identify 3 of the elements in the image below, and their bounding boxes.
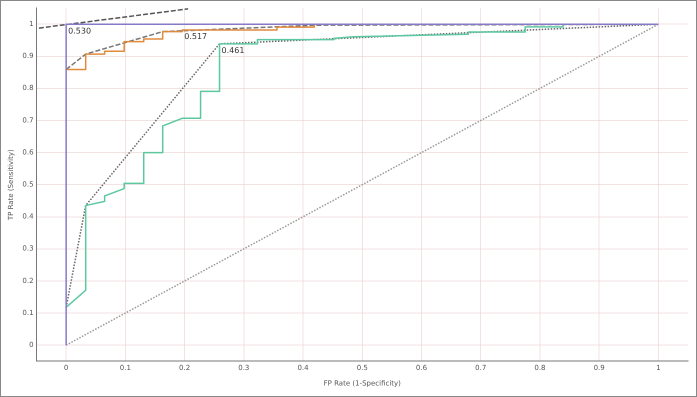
annotation: 0.461 [222, 46, 244, 55]
annotation: 0.517 [184, 32, 208, 42]
annotation: 0.530 [68, 26, 92, 36]
